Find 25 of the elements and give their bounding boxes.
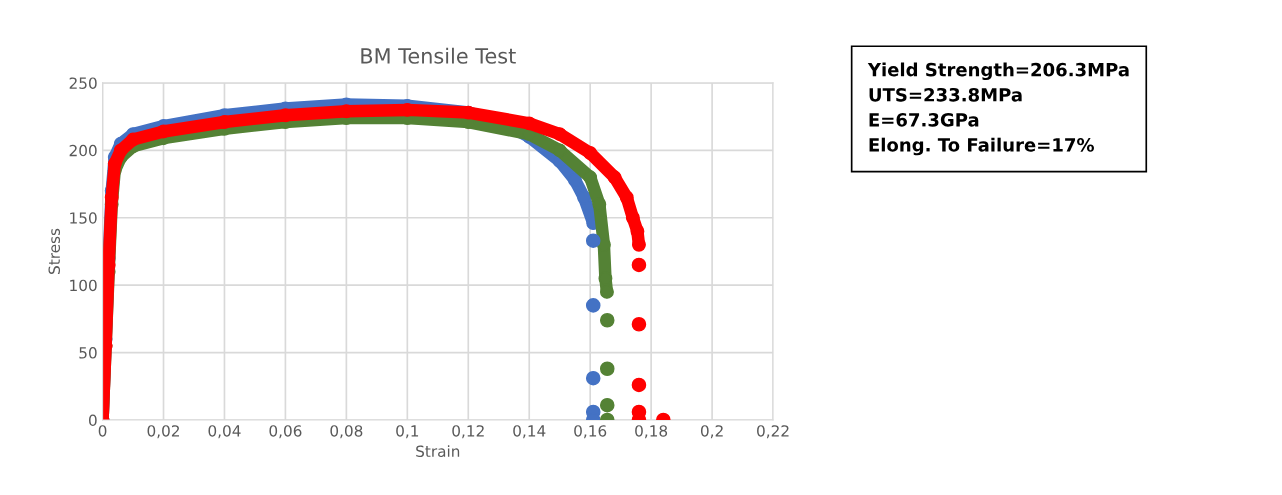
- y-tick-label: 150: [70, 212, 97, 224]
- x-tick-label: 0,2: [700, 425, 723, 439]
- text: E=67.3GPa: [869, 112, 979, 127]
- y-tick-label: 200: [69, 144, 97, 157]
- x-tick-label: 0,06: [269, 425, 302, 439]
- y-tick-label: 250: [69, 77, 97, 89]
- x-tick-label: 0,08: [330, 425, 363, 439]
- chart-title: BM Tensile Test: [361, 47, 516, 64]
- x-tick-label: 0,12: [452, 425, 484, 439]
- x-tick-label: 0,1: [396, 425, 419, 439]
- y-axis-title: Stress: [48, 228, 61, 274]
- x-axis-title: Strain: [416, 445, 460, 458]
- x-tick-label: 0,02: [147, 425, 179, 439]
- text: Elong. To Failure=17%: [869, 137, 1094, 156]
- y-tick-label: 50: [79, 347, 97, 359]
- text: Yield Strength=206.3MPa: [867, 62, 1129, 81]
- x-tick-label: 0,04: [208, 425, 241, 439]
- x-tick-label: 0,14: [513, 425, 546, 439]
- x-tick-label: 0: [98, 425, 107, 437]
- y-tick-label: 100: [70, 279, 97, 292]
- x-tick-label: 0,16: [574, 425, 607, 439]
- x-tick-label: 0,18: [635, 425, 668, 439]
- x-tick-label: 0,22: [757, 425, 789, 439]
- y-tick-label: 0: [88, 414, 97, 427]
- text: UTS=233.8MPa: [869, 87, 1022, 102]
